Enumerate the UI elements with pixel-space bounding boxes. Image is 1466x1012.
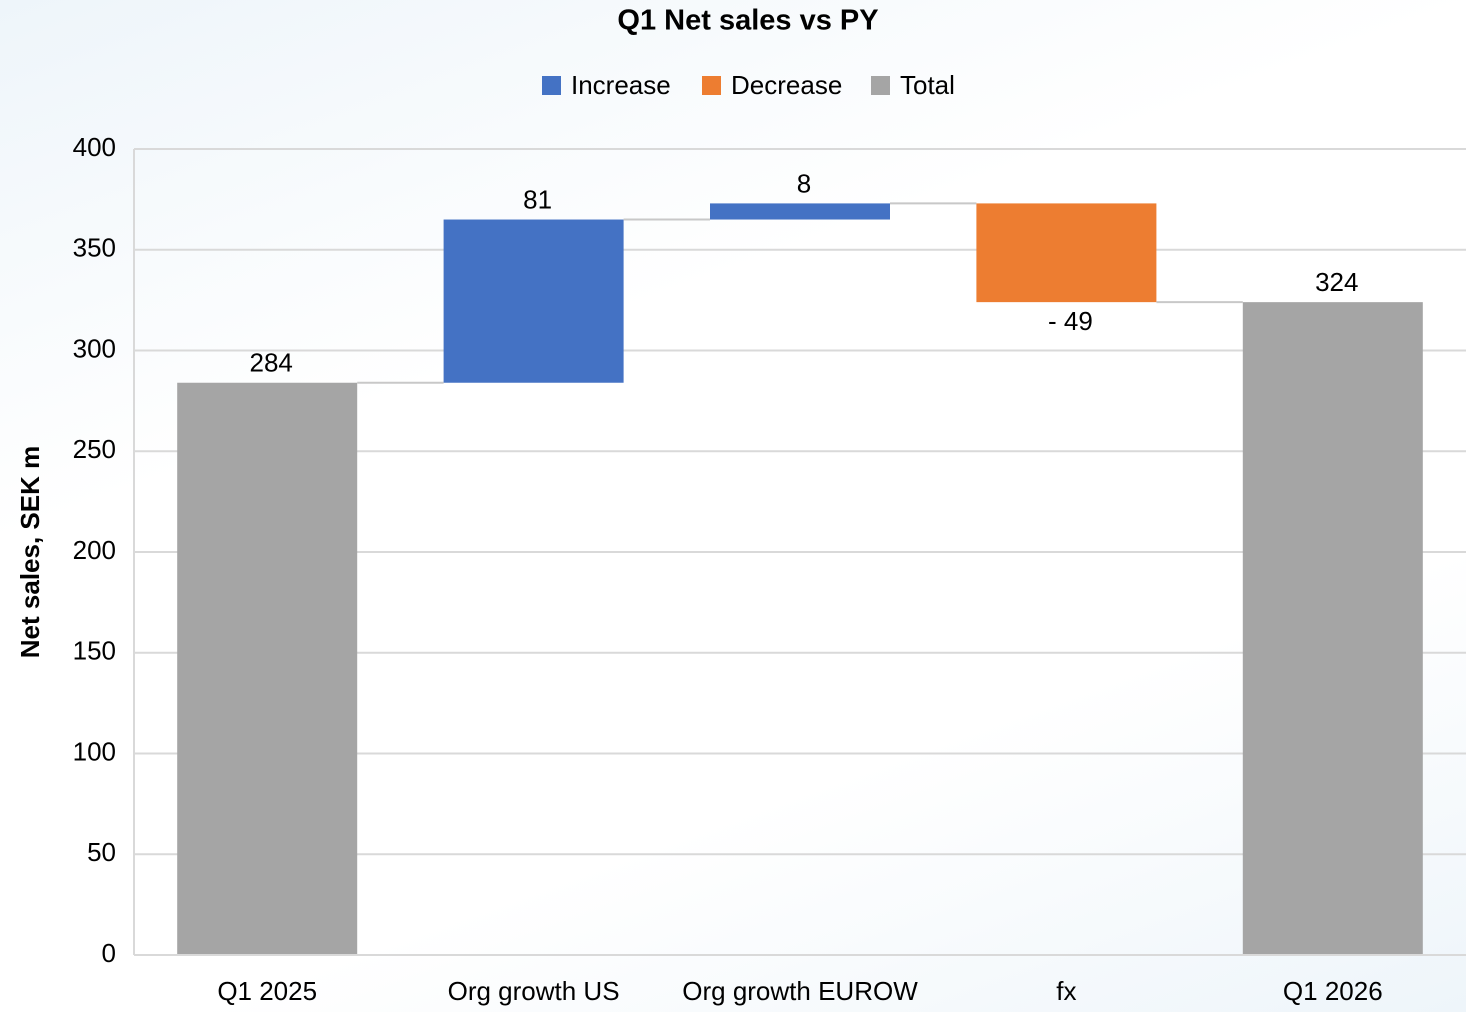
y-tick-label: 150	[73, 636, 116, 666]
data-label: 8	[797, 168, 811, 198]
y-tick-label: 400	[73, 132, 116, 162]
x-tick-label: Q1 2025	[217, 976, 317, 1006]
bar	[177, 382, 358, 955]
data-label: 324	[1315, 267, 1358, 297]
bar	[976, 203, 1157, 303]
bar	[710, 203, 890, 220]
legend-swatch	[702, 76, 721, 95]
chart-title: Q1 Net sales vs PY	[617, 5, 878, 37]
legend-label: Total	[900, 70, 955, 100]
legend-swatch	[871, 76, 890, 95]
data-label: - 49	[1048, 306, 1093, 336]
bar	[443, 219, 624, 383]
x-tick-label: Org growth EUROW	[682, 976, 918, 1006]
legend-label: Decrease	[731, 70, 842, 100]
x-tick-label: fx	[1056, 976, 1076, 1006]
y-tick-label: 0	[102, 938, 116, 968]
y-tick-label: 100	[73, 736, 116, 766]
y-tick-label: 350	[73, 233, 116, 263]
y-tick-label: 200	[73, 535, 116, 565]
x-tick-label: Org growth US	[448, 976, 620, 1006]
y-tick-label: 250	[73, 434, 116, 464]
data-label: 81	[523, 184, 552, 214]
y-tick-label: 300	[73, 333, 116, 363]
legend-swatch	[542, 76, 561, 95]
data-label: 284	[250, 348, 293, 378]
bar	[1242, 302, 1423, 955]
legend-label: Increase	[571, 70, 671, 100]
y-axis-label: Net sales, SEK m	[15, 446, 45, 658]
x-tick-label: Q1 2026	[1283, 976, 1383, 1006]
y-tick-label: 50	[87, 837, 116, 867]
